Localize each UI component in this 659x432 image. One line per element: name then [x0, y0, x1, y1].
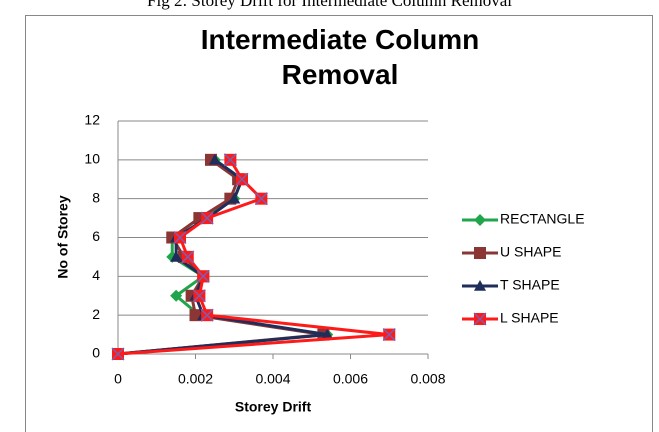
data-point-cross [196, 269, 210, 283]
data-point-cross [181, 250, 195, 264]
x-tick-label: 0.002 [178, 371, 213, 387]
y-tick-label: 4 [92, 267, 100, 283]
legend-marker-cross [473, 312, 487, 326]
data-point [170, 289, 183, 302]
chart-title: Intermediate Column Removal [200, 24, 480, 90]
data-point [228, 192, 241, 204]
x-tick-label: 0.008 [410, 371, 445, 387]
legend-label: L SHAPE [500, 310, 559, 326]
data-point-cross [200, 308, 214, 322]
legend-label: RECTANGLE [500, 211, 585, 227]
y-tick-label: 6 [92, 228, 100, 244]
data-point-cross [235, 172, 249, 186]
data-point-cross [200, 211, 214, 225]
data-point-cross [254, 192, 268, 206]
data-point [321, 328, 334, 340]
chart-frame [25, 15, 653, 432]
x-tick-label: 0 [114, 371, 122, 387]
legend-label: U SHAPE [500, 244, 561, 260]
x-tick-label: 0.004 [255, 371, 290, 387]
x-tick-label: 0.006 [333, 371, 368, 387]
data-point-cross [173, 230, 187, 245]
figure-caption: Fig 2: Storey Drift for Intermediate Col… [147, 0, 512, 10]
y-tick-label: 2 [92, 306, 100, 322]
y-tick-label: 8 [92, 189, 100, 205]
data-point-cross [223, 153, 237, 167]
data-point [170, 250, 183, 262]
x-axis-label: Storey Drift [235, 399, 312, 415]
y-tick-label: 10 [84, 151, 100, 167]
data-point [208, 153, 221, 165]
y-tick-label: 0 [92, 345, 100, 361]
legend-label: T SHAPE [500, 277, 560, 293]
data-point-cross [111, 347, 125, 361]
legend-marker [474, 280, 486, 291]
legend-marker [474, 214, 486, 226]
y-axis-label: No of Storey [55, 195, 71, 278]
data-point-cross [382, 328, 396, 342]
data-point-cross [192, 289, 206, 303]
legend-marker [474, 247, 486, 259]
y-tick-label: 12 [84, 112, 100, 128]
